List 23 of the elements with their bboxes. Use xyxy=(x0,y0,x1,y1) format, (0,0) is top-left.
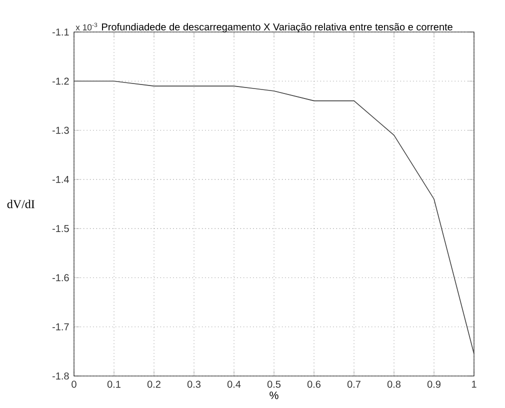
x-tick-label: 0.5 xyxy=(267,380,281,388)
x-tick-label: 1 xyxy=(472,380,476,388)
x-tick-label: 0.3 xyxy=(187,380,201,388)
y-tick-label: -1.3 xyxy=(52,126,69,134)
x-tick-label: 0.9 xyxy=(427,380,440,388)
y-tick-label: -1.4 xyxy=(52,176,70,183)
y-tick-label: -1.5 xyxy=(52,225,69,232)
chart-title: Profundiadede de descarregamento X Variação relativa entre tensão e corrente xyxy=(102,23,452,32)
y-tick-label: -1.8 xyxy=(52,372,69,380)
x-tick-label: 0.8 xyxy=(387,380,401,388)
x-tick-label: 0.2 xyxy=(147,380,160,388)
x-tick-label: 0.1 xyxy=(107,380,120,388)
y-tick-label: -1.2 xyxy=(52,78,69,85)
x-tick-label: 0.4 xyxy=(227,380,241,388)
y-tick-label: -1.6 xyxy=(52,274,69,282)
x-tick-label: 0.7 xyxy=(347,380,360,388)
y-axis-title: dV/dI xyxy=(7,200,34,208)
y-tick-label: -1.1 xyxy=(52,28,69,36)
text: x 10$^{-3}$ xyxy=(76,22,98,30)
x-tick-label: 0.6 xyxy=(307,380,321,388)
x-axis-title: % xyxy=(270,392,278,400)
y-tick-label: -1.7 xyxy=(52,323,69,330)
x-tick-label: 0 xyxy=(72,380,76,388)
